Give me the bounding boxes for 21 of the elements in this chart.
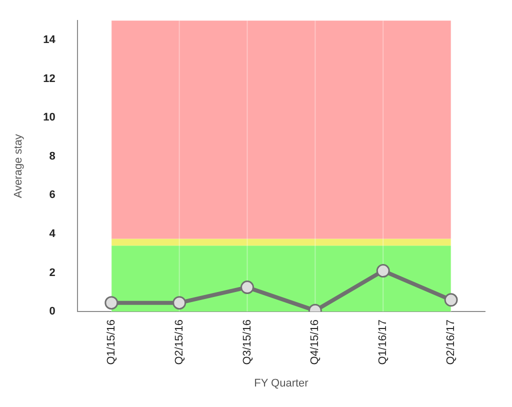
- x-tick-label: Q4/15/16: [309, 320, 322, 365]
- y-tick-label: 0: [49, 306, 56, 318]
- x-tick-label: Q2/16/17: [445, 320, 458, 365]
- y-tick-label: 10: [43, 112, 56, 124]
- x-tick-label: Q1/16/17: [377, 320, 390, 365]
- y-tick-label: 12: [43, 72, 56, 85]
- point: [240, 280, 254, 294]
- point: [444, 293, 458, 307]
- y-axis-title: Average stay: [12, 134, 25, 198]
- y-tick-label: 8: [49, 150, 56, 162]
- x-axis-title: FY Quarter: [254, 377, 309, 390]
- point: [104, 296, 118, 310]
- point: [376, 264, 390, 278]
- y-tick-label: 14: [43, 34, 56, 46]
- x-tick-label: Q2/15/16: [173, 320, 186, 365]
- x-tick-label: Q3/15/16: [241, 320, 254, 365]
- x-tick-label: Q1/15/16: [105, 320, 118, 365]
- y-tick-label: 4: [49, 228, 56, 240]
- y-tick-label: 2: [49, 266, 56, 279]
- y-tick-label: 6: [49, 189, 56, 202]
- point: [172, 296, 186, 310]
